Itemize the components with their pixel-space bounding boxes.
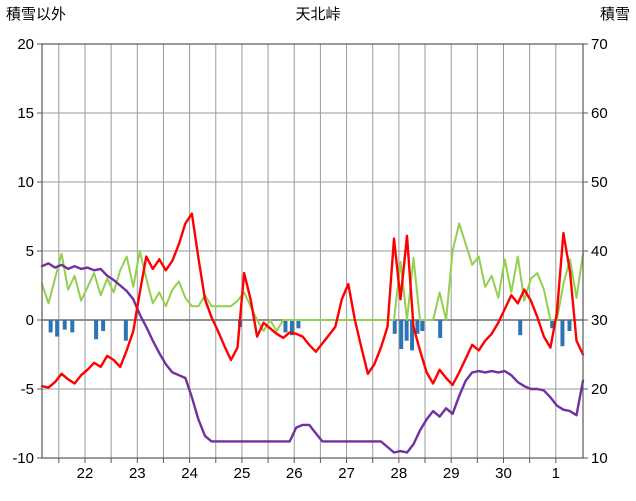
- blue-bar: [438, 320, 443, 338]
- y-right-tick-label: 70: [591, 36, 608, 53]
- blue-bar: [550, 320, 555, 329]
- x-tick-label: 29: [443, 465, 460, 482]
- blue-bar: [399, 320, 404, 349]
- y-right-tick-label: 10: [591, 450, 608, 467]
- x-tick-label: 22: [77, 465, 94, 482]
- right-axis-title: 積雪: [599, 6, 630, 23]
- x-tick-label: 23: [129, 465, 146, 482]
- y-left-tick-label: 5: [26, 243, 34, 260]
- y-right-tick-label: 40: [591, 243, 608, 260]
- chart-title: 天北峠: [295, 6, 341, 23]
- blue-bar: [70, 320, 75, 333]
- blue-bar: [283, 320, 288, 333]
- y-left-tick-label: 20: [17, 36, 34, 53]
- y-right-tick-label: 60: [591, 105, 608, 122]
- blue-bar: [560, 320, 565, 347]
- blue-bar: [518, 320, 523, 336]
- x-tick-label: 24: [181, 465, 198, 482]
- x-tick-label: 26: [286, 465, 303, 482]
- x-tick-label: 27: [338, 465, 355, 482]
- blue-bar: [55, 320, 60, 337]
- purple-line: [40, 262, 585, 454]
- blue-bar: [420, 320, 425, 332]
- blue-bar: [410, 320, 415, 351]
- y-right-tick-label: 30: [591, 312, 608, 329]
- blue-bar: [567, 320, 572, 332]
- green-line: [41, 222, 584, 332]
- blue-bar: [392, 320, 397, 334]
- blue-bar: [123, 320, 128, 341]
- blue-bar: [289, 320, 294, 336]
- y-left-tick-label: 10: [17, 174, 34, 191]
- y-right-tick-label: 20: [591, 381, 608, 398]
- blue-bar: [404, 320, 409, 341]
- blue-bar: [101, 320, 106, 332]
- y-left-tick-label: 15: [17, 105, 34, 122]
- left-axis-title: 積雪以外: [6, 6, 67, 23]
- x-tick-label: 28: [391, 465, 408, 482]
- y-left-tick-label: 0: [26, 312, 34, 329]
- blue-bar: [62, 320, 67, 330]
- y-left-tick-label: -10: [12, 450, 34, 467]
- blue-bar: [94, 320, 99, 340]
- x-tick-label: 1: [552, 465, 560, 482]
- red-line: [40, 212, 585, 389]
- x-tick-label: 25: [234, 465, 251, 482]
- x-tick-label: 30: [495, 465, 512, 482]
- plot-border: [41, 43, 584, 459]
- blue-bar: [296, 320, 301, 329]
- blue-bar: [415, 320, 420, 334]
- blue-bar: [48, 320, 53, 333]
- y-right-tick-label: 50: [591, 174, 608, 191]
- y-left-tick-label: -5: [21, 381, 34, 398]
